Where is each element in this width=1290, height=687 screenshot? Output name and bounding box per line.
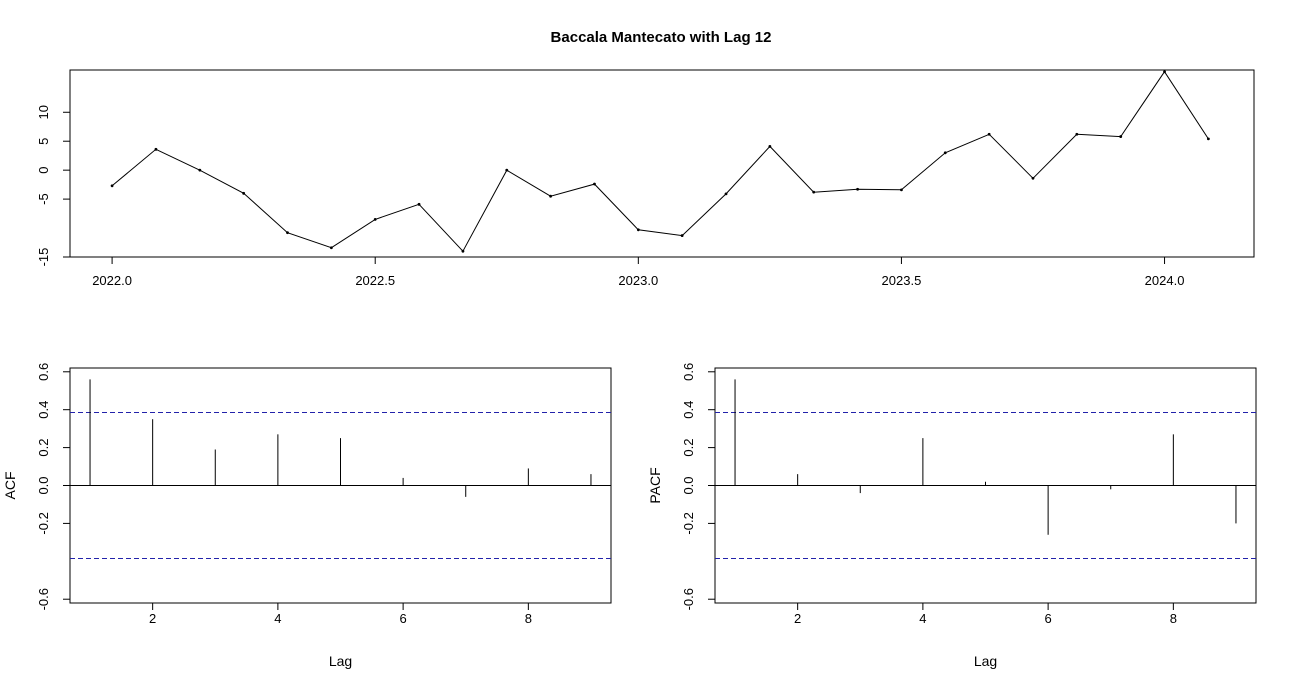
data-point	[636, 228, 640, 232]
y-axis-label: ACF	[2, 472, 18, 500]
data-point	[286, 231, 289, 235]
data-point	[1163, 70, 1166, 74]
y-tick-label: 0.4	[36, 401, 51, 419]
x-tick-label: 2	[794, 611, 801, 626]
chart-title: Baccala Mantecato with Lag 12	[551, 29, 772, 46]
data-point	[505, 168, 509, 172]
y-tick-label: 0.0	[36, 476, 51, 494]
data-point	[549, 194, 552, 198]
x-tick-label: 2023.5	[882, 273, 922, 288]
x-tick-label: 2023.0	[618, 273, 658, 288]
y-tick-label: -0.2	[36, 512, 51, 534]
x-tick-label: 2022.0	[92, 273, 132, 288]
data-point	[987, 132, 991, 136]
data-point	[329, 246, 333, 250]
y-tick-label: 0.4	[681, 401, 696, 419]
x-axis-label: Lag	[974, 653, 997, 669]
pacf-panel: 2 4 6 8 -0.6 -0.2 0.0 0.2 0.4 0.6 Lag PACF	[647, 363, 1257, 669]
plot-frame	[69, 69, 1255, 258]
y-tick-label: 0.6	[36, 363, 51, 381]
data-point	[1031, 176, 1035, 180]
y-tick-label: 0	[36, 167, 51, 174]
data-point	[373, 217, 377, 221]
data-point	[768, 145, 772, 148]
x-tick-label: 8	[525, 611, 532, 626]
y-tick-label: -15	[36, 248, 51, 267]
y-tick-label: 0.6	[681, 363, 696, 381]
y-tick-label: 10	[36, 105, 51, 119]
y-tick-label: 0.2	[36, 439, 51, 457]
time-series-panel: 2022.0 2022.5 2023.0 2023.5 2024.0 -15 -5 0 5 10	[36, 69, 1255, 288]
data-point	[1075, 132, 1079, 136]
acf-panel: 2 4 6 8 -0.6 -0.2 0.0 0.2 0.4 0.6 Lag ACF	[2, 363, 612, 669]
data-point	[1206, 137, 1210, 141]
data-point	[154, 147, 158, 151]
x-tick-label: 6	[1044, 611, 1051, 626]
data-point	[724, 192, 728, 196]
data-point	[593, 182, 596, 186]
y-tick-label: -0.2	[681, 512, 696, 534]
x-tick-label: 2024.0	[1145, 273, 1185, 288]
y-tick-label: 0.2	[681, 439, 696, 457]
y-axis-label: PACF	[647, 467, 663, 503]
data-point	[856, 187, 859, 191]
data-point	[198, 168, 202, 172]
x-axis-label: Lag	[329, 653, 352, 669]
x-tick-label: 2	[149, 611, 156, 626]
data-point	[1119, 135, 1123, 138]
series-line	[111, 70, 1209, 253]
x-tick-label: 2022.5	[355, 273, 395, 288]
x-tick-label: 4	[274, 611, 281, 626]
data-point	[812, 190, 816, 194]
data-point	[110, 184, 114, 188]
data-point	[680, 234, 684, 237]
y-tick-label: -5	[36, 193, 51, 205]
data-point	[461, 249, 465, 253]
y-tick-label: -0.6	[681, 588, 696, 610]
y-tick-label: 5	[36, 138, 51, 145]
x-tick-label: 6	[399, 611, 406, 626]
y-tick-label: 0.0	[681, 476, 696, 494]
y-tick-label: -0.6	[36, 588, 51, 610]
x-tick-label: 4	[919, 611, 926, 626]
data-point	[900, 188, 903, 192]
x-tick-label: 8	[1170, 611, 1177, 626]
data-point	[417, 202, 421, 206]
data-point	[242, 191, 246, 195]
data-point	[943, 151, 947, 155]
